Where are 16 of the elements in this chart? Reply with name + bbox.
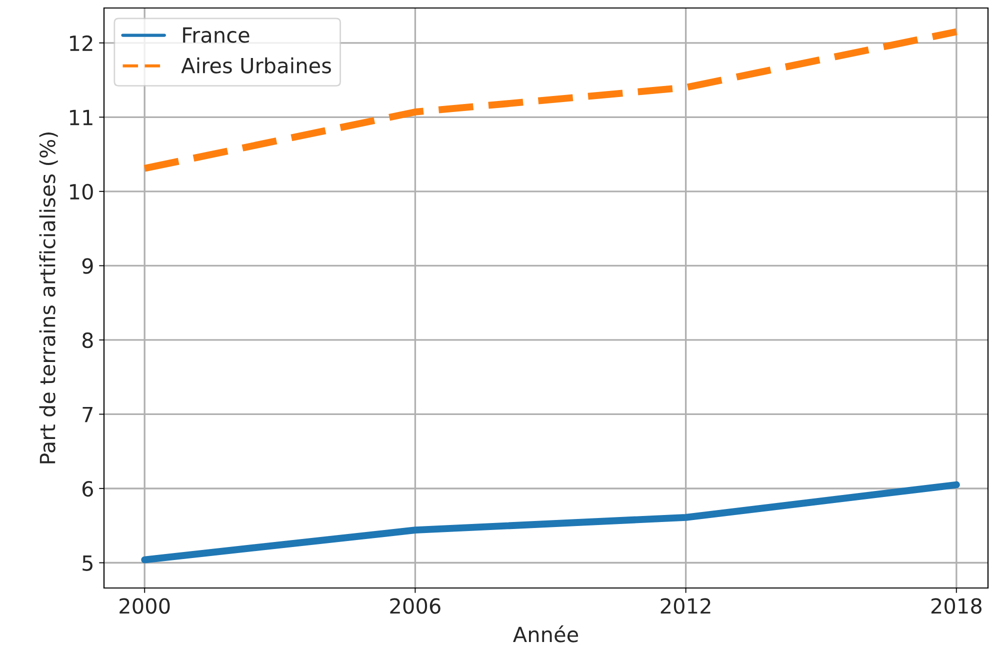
y-tick-label: 9 [82, 258, 93, 274]
x-tick-label: 2012 [660, 598, 710, 614]
legend-label: France [183, 27, 250, 43]
y-tick-label: 8 [82, 332, 93, 348]
y-tick-label: 12 [70, 35, 92, 51]
legend-label: Aires Urbaines [181, 57, 331, 74]
y-axis-title: Part de terrains artificialises (%) [39, 132, 58, 464]
x-axis-title: Année [513, 625, 578, 642]
y-tick-label: 6 [82, 480, 93, 497]
y-tick-label: 11 [70, 110, 92, 126]
y-tick-label: 7 [82, 406, 92, 422]
x-tick-label: 2018 [931, 598, 982, 614]
y-tick-label: 10 [70, 184, 93, 200]
x-tick-label: 2006 [390, 598, 440, 614]
y-tick-label: 5 [82, 555, 92, 571]
x-tick-label: 2000 [120, 598, 170, 614]
